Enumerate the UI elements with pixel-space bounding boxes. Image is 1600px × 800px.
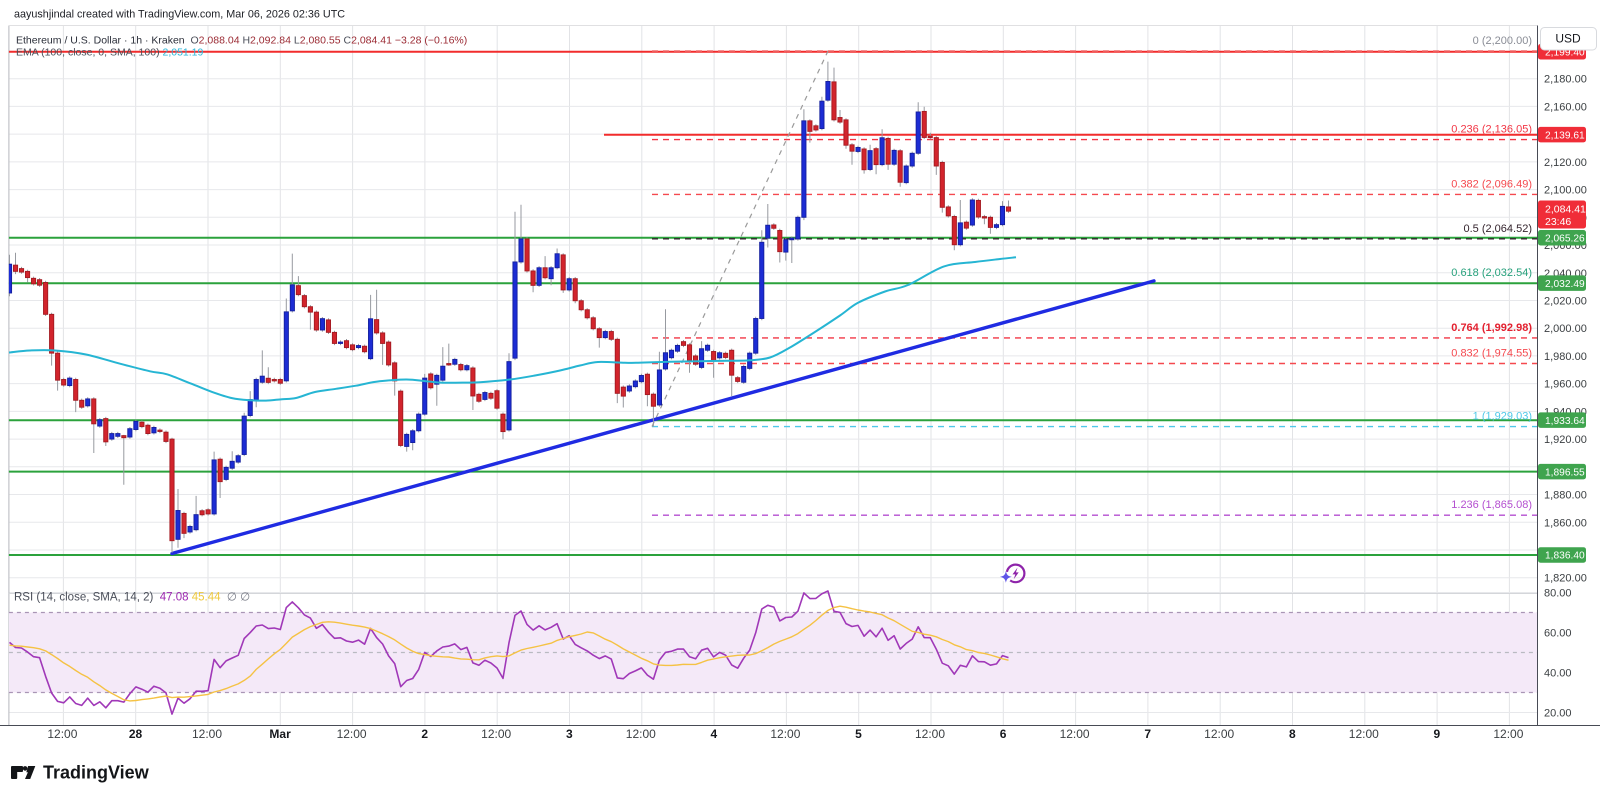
svg-text:0.832 (1,974.55): 0.832 (1,974.55) (1451, 348, 1532, 360)
svg-text:80.00: 80.00 (1544, 588, 1572, 600)
svg-text:12:00: 12:00 (481, 727, 511, 741)
svg-text:0.618 (2,032.54): 0.618 (2,032.54) (1451, 267, 1532, 279)
svg-text:1,980.00: 1,980.00 (1544, 351, 1587, 363)
svg-text:1,820.00: 1,820.00 (1544, 573, 1587, 585)
svg-text:12:00: 12:00 (337, 727, 367, 741)
svg-text:2: 2 (421, 727, 428, 741)
svg-text:TradingView: TradingView (43, 763, 150, 783)
svg-text:2,020.00: 2,020.00 (1544, 296, 1587, 308)
svg-text:12:00: 12:00 (626, 727, 656, 741)
svg-text:12:00: 12:00 (47, 727, 77, 741)
svg-text:60.00: 60.00 (1544, 628, 1572, 640)
svg-text:12:00: 12:00 (1060, 727, 1090, 741)
svg-text:0.5 (2,064.52): 0.5 (2,064.52) (1464, 223, 1533, 235)
svg-text:7: 7 (1144, 727, 1151, 741)
svg-text:2,100.00: 2,100.00 (1544, 185, 1587, 197)
svg-text:2,120.00: 2,120.00 (1544, 157, 1587, 169)
svg-text:0.764 (1,992.98): 0.764 (1,992.98) (1451, 322, 1532, 334)
svg-text:2,065.26: 2,065.26 (1545, 233, 1585, 244)
svg-text:2,139.61: 2,139.61 (1545, 130, 1585, 141)
svg-text:Ethereum / U.S. Dollar · 1h ·: Ethereum / U.S. Dollar · 1h · Kraken O2,… (16, 35, 467, 47)
svg-text:1,860.00: 1,860.00 (1544, 517, 1587, 529)
svg-text:0.236 (2,136.05): 0.236 (2,136.05) (1451, 124, 1532, 136)
svg-text:2,032.49: 2,032.49 (1545, 279, 1585, 290)
svg-text:RSI (14, close, SMA, 14, 2) 4: RSI (14, close, SMA, 14, 2) 47.08 45.44 … (14, 592, 250, 604)
svg-text:23:46: 23:46 (1545, 216, 1571, 228)
svg-text:2,160.00: 2,160.00 (1544, 101, 1587, 113)
svg-text:Mar: Mar (269, 727, 291, 741)
svg-text:9: 9 (1434, 727, 1441, 741)
svg-text:1,960.00: 1,960.00 (1544, 379, 1587, 391)
svg-text:12:00: 12:00 (915, 727, 945, 741)
svg-text:5: 5 (855, 727, 862, 741)
svg-text:8: 8 (1289, 727, 1296, 741)
svg-text:1 (1,929.03): 1 (1,929.03) (1473, 411, 1532, 423)
svg-text:USD: USD (1555, 32, 1581, 46)
svg-text:28: 28 (129, 727, 143, 741)
svg-text:12:00: 12:00 (1493, 727, 1523, 741)
svg-text:12:00: 12:00 (192, 727, 222, 741)
svg-text:2,084.41: 2,084.41 (1545, 204, 1586, 216)
svg-text:3: 3 (566, 727, 573, 741)
svg-text:12:00: 12:00 (770, 727, 800, 741)
svg-text:4: 4 (711, 727, 718, 741)
svg-text:1,920.00: 1,920.00 (1544, 434, 1587, 446)
svg-text:0 (2,200.00): 0 (2,200.00) (1473, 35, 1532, 47)
svg-text:20.00: 20.00 (1544, 708, 1572, 720)
svg-text:0.382 (2,096.49): 0.382 (2,096.49) (1451, 178, 1532, 190)
svg-text:1,880.00: 1,880.00 (1544, 490, 1587, 502)
svg-text:12:00: 12:00 (1204, 727, 1234, 741)
svg-text:aayushjindal created with Trad: aayushjindal created with TradingView.co… (14, 9, 345, 21)
svg-text:1,933.64: 1,933.64 (1545, 416, 1585, 427)
svg-text:1,896.55: 1,896.55 (1545, 467, 1585, 478)
svg-text:40.00: 40.00 (1544, 668, 1572, 680)
svg-text:EMA (100, close, 0, SMA, 100): EMA (100, close, 0, SMA, 100) 2,051.19 (16, 47, 204, 59)
svg-text:12:00: 12:00 (1349, 727, 1379, 741)
svg-text:2,180.00: 2,180.00 (1544, 74, 1587, 86)
svg-text:2,199.40: 2,199.40 (1545, 48, 1585, 59)
svg-text:1.236 (1,865.08): 1.236 (1,865.08) (1451, 499, 1532, 511)
svg-text:6: 6 (1000, 727, 1007, 741)
svg-text:1,836.40: 1,836.40 (1545, 551, 1585, 562)
svg-text:2,000.00: 2,000.00 (1544, 323, 1587, 335)
